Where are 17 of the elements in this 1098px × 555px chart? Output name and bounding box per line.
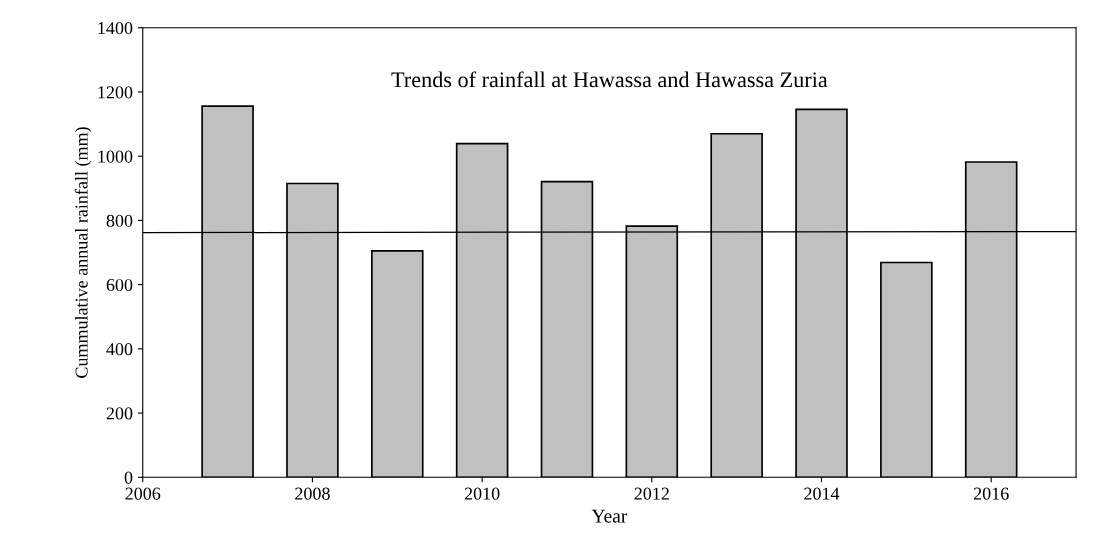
y-tick-label: 800 — [106, 214, 133, 227]
x-tick-label: 2010 — [464, 487, 500, 500]
x-tick-label: 2008 — [295, 487, 330, 500]
y-tick-label: 1200 — [98, 86, 133, 99]
x-tick-label: 2016 — [973, 487, 1009, 500]
y-axis-title: Cummulative annual rainfall (mm) — [74, 127, 92, 378]
x-tick-label: 2012 — [634, 487, 669, 500]
x-tick-label: 2006 — [125, 487, 161, 500]
text: Trends of rainfall at Hawassa and Hawassa Zuria — [391, 71, 828, 88]
y-tick-label: 1400 — [98, 22, 133, 35]
x-tick-label: 2014 — [804, 487, 840, 500]
y-tick-label: 0 — [124, 471, 133, 484]
y-tick-label: 1000 — [98, 150, 133, 163]
y-tick-label: 400 — [106, 343, 133, 356]
y-tick-label: 200 — [106, 407, 133, 420]
y-tick-label: 600 — [106, 278, 133, 292]
x-axis-title: Year — [591, 509, 628, 523]
